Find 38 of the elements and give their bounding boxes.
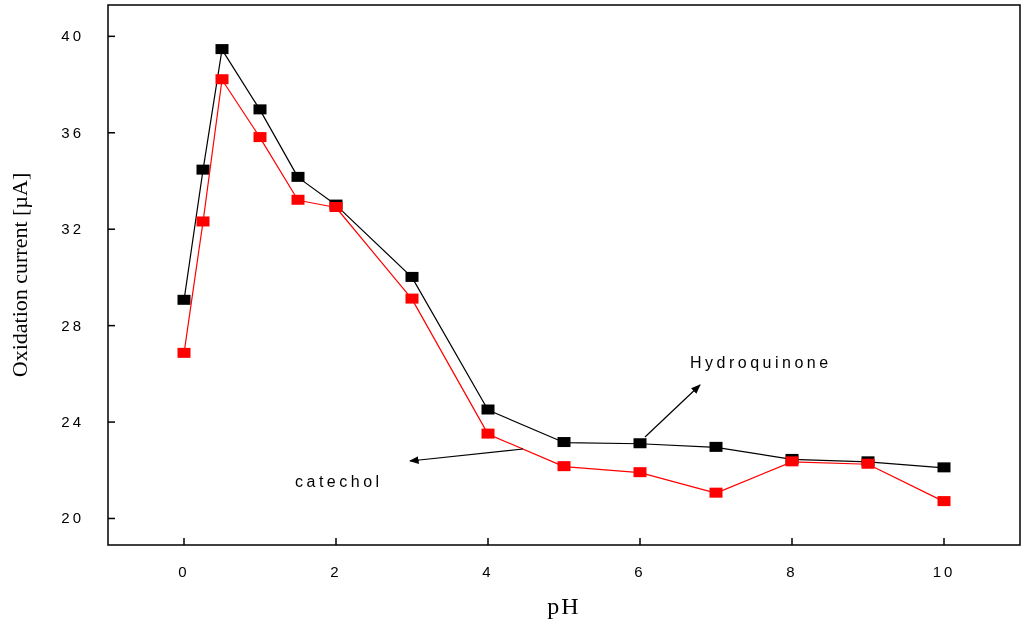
point [709, 441, 723, 452]
x-axis-title: pH [547, 593, 581, 619]
point [196, 164, 210, 175]
point [215, 44, 229, 55]
point [405, 271, 419, 282]
x-tick-label: 2 [330, 563, 342, 580]
x-tick-label: 10 [932, 563, 956, 580]
point [253, 104, 267, 115]
point [633, 438, 647, 449]
y-tick-label: 20 [61, 509, 84, 527]
x-tick-label: 4 [482, 563, 494, 580]
point [253, 132, 267, 143]
point [481, 404, 495, 415]
y-tick-label: 40 [61, 27, 84, 45]
point [177, 294, 191, 305]
point [291, 194, 305, 205]
x-tick-label: 8 [786, 563, 798, 580]
annotation: catechol [295, 473, 383, 490]
point [557, 437, 571, 448]
y-tick-label: 32 [61, 220, 84, 238]
x-tick-label: 0 [178, 563, 190, 580]
point [481, 428, 495, 439]
y-tick-label: 24 [61, 413, 84, 431]
point [709, 487, 723, 498]
point [405, 293, 419, 304]
point [291, 171, 305, 182]
point [937, 462, 951, 473]
y-tick-label: 28 [61, 316, 84, 334]
y-axis-title: Oxidation current [µA] [7, 172, 32, 378]
y-tick-label: 36 [61, 123, 84, 141]
point [557, 461, 571, 472]
point [177, 347, 191, 358]
point [215, 74, 229, 85]
annotation: Hydroquinone [690, 354, 832, 371]
point [633, 467, 647, 478]
point [196, 216, 210, 227]
x-tick-label: 6 [634, 563, 646, 580]
point [937, 496, 951, 507]
